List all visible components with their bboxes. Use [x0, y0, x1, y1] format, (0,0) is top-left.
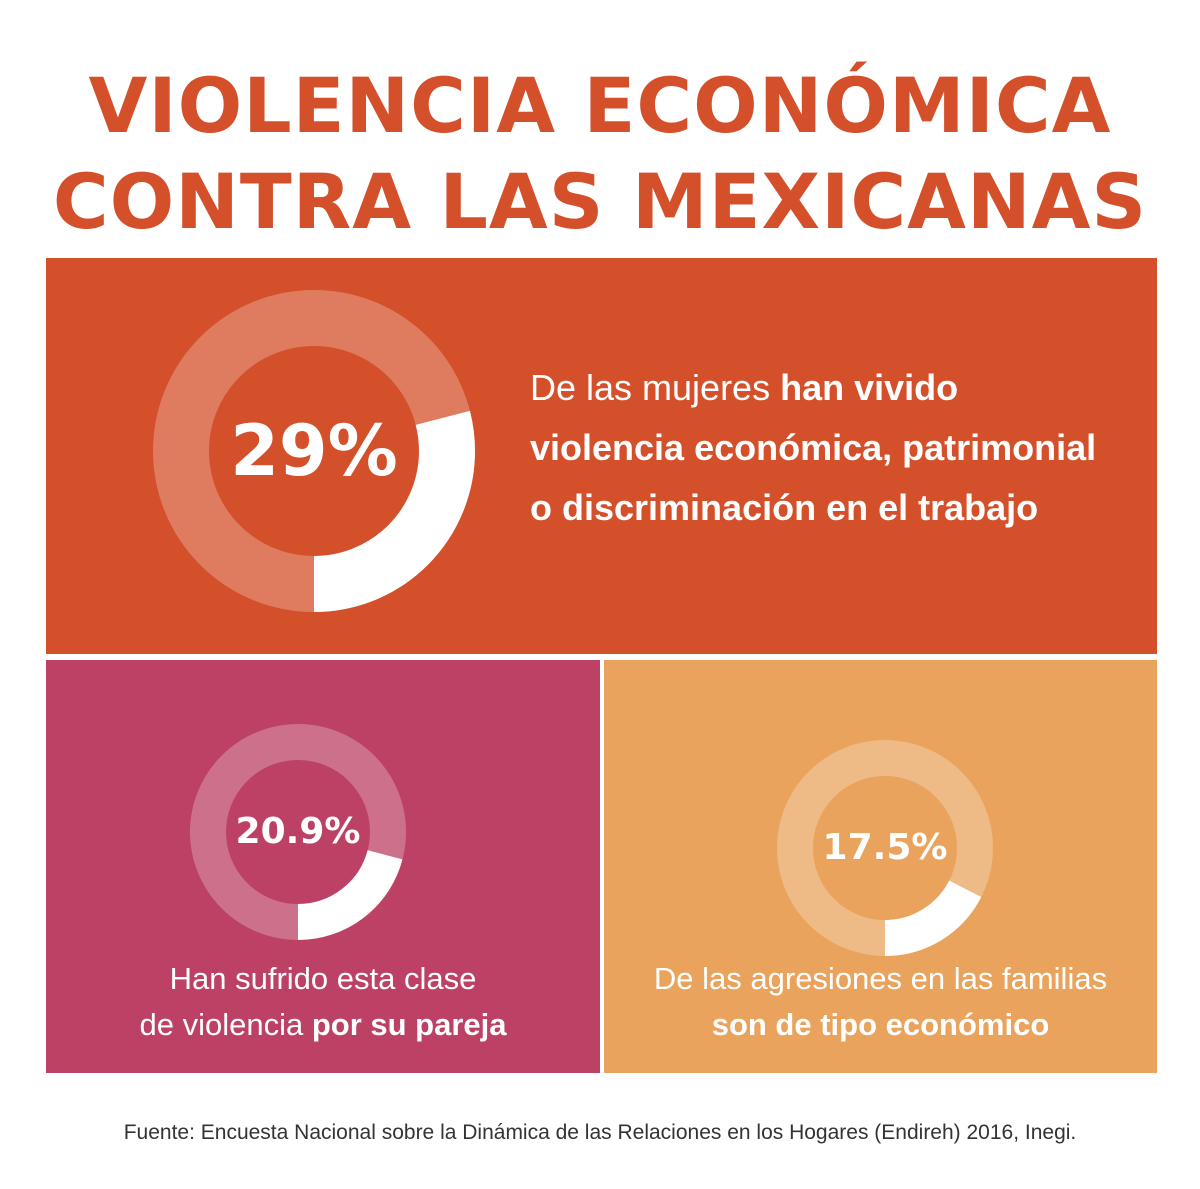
donut-value-slice — [777, 740, 993, 956]
donut-chart-main — [153, 290, 475, 612]
description-line-2: son de tipo económico — [604, 1002, 1157, 1048]
percentage-label-family: 17.5% — [822, 827, 948, 868]
donut-value-slice — [153, 290, 475, 612]
description-text-normal: de violencia — [139, 1007, 312, 1042]
donut-value-slice — [190, 724, 406, 940]
stat-panel-family: 17.5% De las agresiones en las familias … — [604, 660, 1157, 1073]
stat-description-main: De las mujeres han vivido violencia econ… — [530, 358, 1150, 538]
page-title: VIOLENCIA ECONÓMICA CONTRA LAS MEXICANAS — [0, 58, 1200, 250]
description-text-bold: han vivido — [780, 367, 959, 408]
description-text-normal: De las agresiones en las familias — [653, 961, 1108, 996]
description-text-bold: violencia económica, patrimonial — [530, 427, 1097, 468]
source-citation: Fuente: Encuesta Nacional sobre la Dinám… — [123, 1121, 1077, 1144]
description-line-3: o discriminación en el trabajo — [530, 478, 1150, 538]
description-line-2: de violencia por su pareja — [46, 1002, 600, 1048]
percentage-label-main: 29% — [230, 410, 398, 492]
description-line-1: De las agresiones en las familias — [604, 956, 1157, 1002]
donut-chart-partner — [190, 724, 406, 940]
title-line-1: VIOLENCIA ECONÓMICA — [88, 61, 1112, 150]
description-text-normal: Han sufrido esta clase — [169, 961, 477, 996]
donut-chart-family — [777, 740, 993, 956]
stat-panel-main: 29% De las mujeres han vivido violencia … — [46, 258, 1157, 654]
description-text-bold: son de tipo económico — [711, 1007, 1050, 1042]
stat-description-family: De las agresiones en las familias son de… — [604, 956, 1157, 1048]
description-line-1: De las mujeres han vivido — [530, 358, 1150, 418]
percentage-label-partner: 20.9% — [235, 811, 361, 852]
description-text-bold: o discriminación en el trabajo — [530, 487, 1039, 528]
stat-description-partner: Han sufrido esta clase de violencia por … — [46, 956, 600, 1048]
title-line-2: CONTRA LAS MEXICANAS — [52, 157, 1148, 246]
stat-panel-partner: 20.9% Han sufrido esta clase de violenci… — [46, 660, 600, 1073]
description-text-normal: De las mujeres — [530, 367, 781, 408]
description-line-1: Han sufrido esta clase — [46, 956, 600, 1002]
description-line-2: violencia económica, patrimonial — [530, 418, 1150, 478]
description-text-bold: por su pareja — [311, 1007, 507, 1042]
